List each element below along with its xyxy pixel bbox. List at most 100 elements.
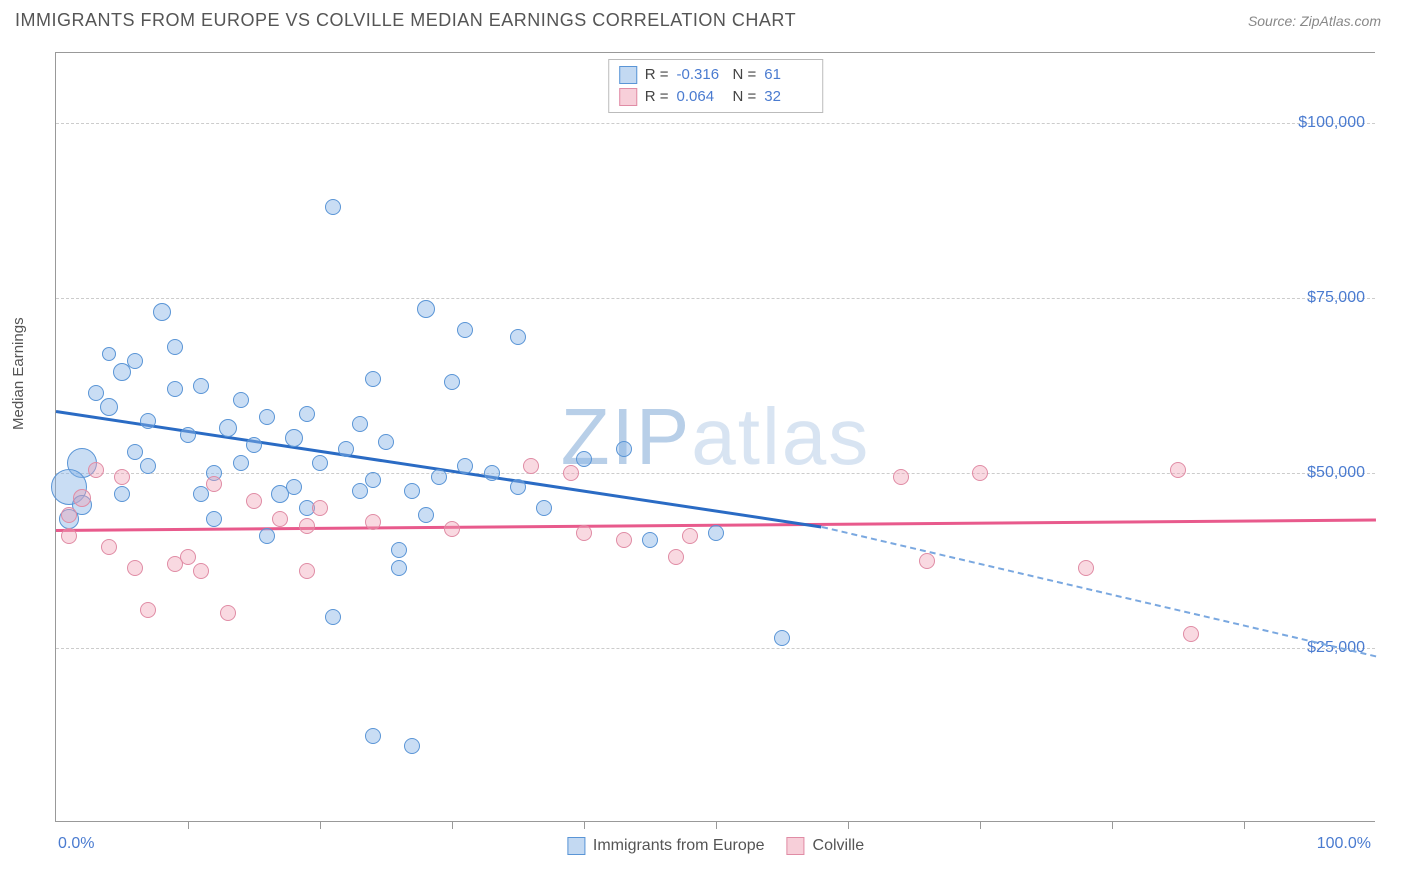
plot-region: $25,000$50,000$75,000$100,000	[56, 53, 1375, 821]
data-point	[919, 553, 935, 569]
gridline	[56, 298, 1375, 299]
data-point	[219, 419, 237, 437]
y-tick-label: $100,000	[1298, 114, 1365, 132]
data-point	[325, 199, 341, 215]
data-point	[642, 532, 658, 548]
legend-item-europe: Immigrants from Europe	[567, 837, 765, 855]
legend-r-value: 0.064	[677, 86, 725, 108]
data-point	[140, 602, 156, 618]
data-point	[127, 560, 143, 576]
series-legend: Immigrants from Europe Colville	[567, 837, 864, 855]
data-point	[325, 609, 341, 625]
swatch-icon	[787, 837, 805, 855]
data-point	[180, 549, 196, 565]
data-point	[444, 374, 460, 390]
data-point	[893, 469, 909, 485]
data-point	[774, 630, 790, 646]
correlation-legend: R = -0.316 N = 61 R = 0.064 N = 32	[608, 59, 824, 113]
data-point	[73, 489, 91, 507]
data-point	[114, 469, 130, 485]
data-point	[484, 465, 500, 481]
data-point	[576, 525, 592, 541]
x-tick	[188, 821, 189, 829]
data-point	[246, 493, 262, 509]
data-point	[88, 385, 104, 401]
x-tick	[320, 821, 321, 829]
data-point	[563, 465, 579, 481]
trend-line	[821, 526, 1376, 657]
data-point	[100, 398, 118, 416]
data-point	[365, 371, 381, 387]
legend-n-label: N =	[733, 64, 757, 86]
data-point	[88, 462, 104, 478]
data-point	[576, 451, 592, 467]
data-point	[510, 479, 526, 495]
data-point	[180, 427, 196, 443]
data-point	[167, 381, 183, 397]
data-point	[102, 347, 116, 361]
data-point	[206, 476, 222, 492]
gridline	[56, 648, 1375, 649]
data-point	[61, 507, 77, 523]
data-point	[299, 563, 315, 579]
x-tick	[980, 821, 981, 829]
data-point	[220, 605, 236, 621]
data-point	[616, 532, 632, 548]
x-tick	[848, 821, 849, 829]
data-point	[140, 458, 156, 474]
data-point	[391, 542, 407, 558]
data-point	[286, 479, 302, 495]
x-axis-max-label: 100.0%	[1317, 835, 1371, 853]
data-point	[365, 728, 381, 744]
data-point	[616, 441, 632, 457]
y-tick-label: $75,000	[1307, 289, 1365, 307]
data-point	[1170, 462, 1186, 478]
data-point	[113, 363, 131, 381]
legend-r-value: -0.316	[677, 64, 725, 86]
data-point	[233, 392, 249, 408]
swatch-icon	[619, 88, 637, 106]
data-point	[312, 455, 328, 471]
legend-n-label: N =	[733, 86, 757, 108]
gridline	[56, 123, 1375, 124]
data-point	[233, 455, 249, 471]
data-point	[1078, 560, 1094, 576]
chart-title: IMMIGRANTS FROM EUROPE VS COLVILLE MEDIA…	[15, 10, 796, 31]
x-axis-min-label: 0.0%	[58, 835, 94, 853]
data-point	[246, 437, 262, 453]
data-point	[259, 528, 275, 544]
data-point	[431, 469, 447, 485]
data-point	[299, 406, 315, 422]
x-tick	[716, 821, 717, 829]
data-point	[101, 539, 117, 555]
data-point	[391, 560, 407, 576]
x-tick	[452, 821, 453, 829]
y-axis-label: Median Earnings	[10, 317, 27, 430]
data-point	[206, 511, 222, 527]
data-point	[972, 465, 988, 481]
data-point	[365, 514, 381, 530]
chart-source: Source: ZipAtlas.com	[1248, 13, 1381, 29]
data-point	[193, 486, 209, 502]
legend-label: Colville	[813, 837, 865, 855]
data-point	[365, 472, 381, 488]
data-point	[61, 528, 77, 544]
legend-n-value: 32	[764, 86, 812, 108]
data-point	[417, 300, 435, 318]
data-point	[272, 511, 288, 527]
data-point	[167, 339, 183, 355]
legend-label: Immigrants from Europe	[593, 837, 765, 855]
data-point	[127, 444, 143, 460]
legend-row-europe: R = -0.316 N = 61	[619, 64, 813, 86]
data-point	[259, 409, 275, 425]
data-point	[404, 738, 420, 754]
data-point	[114, 486, 130, 502]
x-tick	[1112, 821, 1113, 829]
data-point	[1183, 626, 1199, 642]
data-point	[352, 416, 368, 432]
data-point	[418, 507, 434, 523]
data-point	[299, 518, 315, 534]
swatch-icon	[567, 837, 585, 855]
data-point	[536, 500, 552, 516]
data-point	[338, 441, 354, 457]
